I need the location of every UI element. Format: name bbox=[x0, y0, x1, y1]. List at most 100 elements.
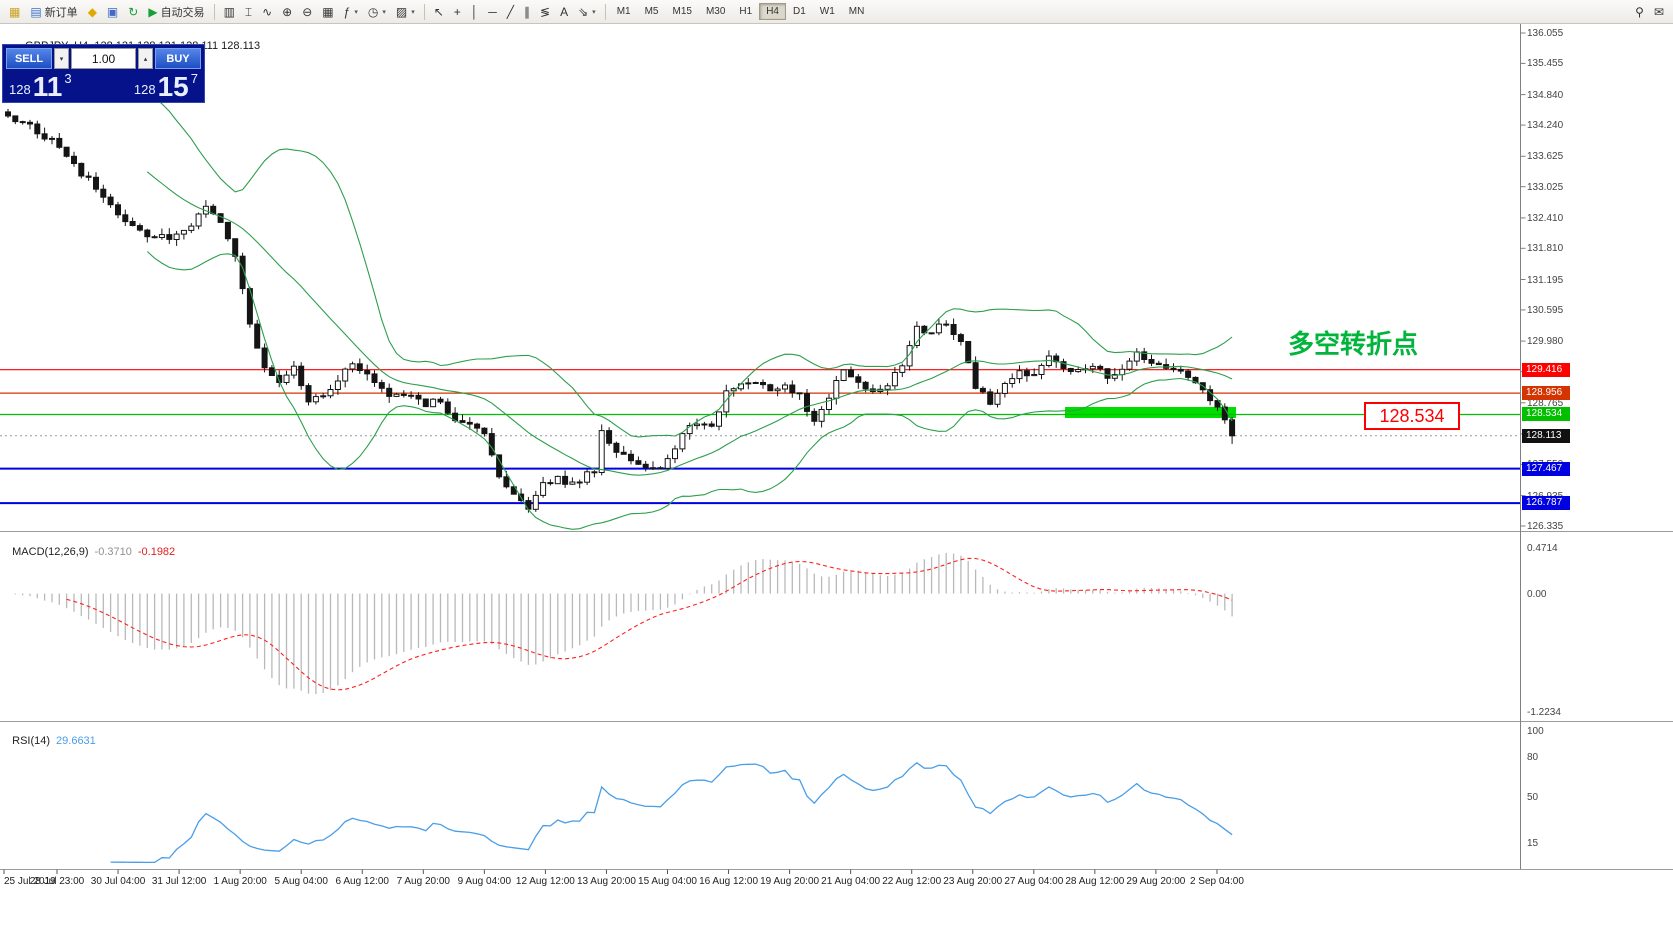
templates-icon[interactable]: ▨ ▾ bbox=[395, 4, 415, 19]
sell-price-sup: 3 bbox=[64, 71, 72, 86]
refresh-icon[interactable]: ↻ bbox=[128, 4, 139, 19]
zoom-out-icon[interactable]: ⊖ bbox=[302, 4, 313, 19]
macd-scale-label: -1.2234 bbox=[1527, 707, 1561, 718]
timeframe-button-w1[interactable]: W1 bbox=[819, 6, 835, 17]
rsi-name: RSI(14) bbox=[12, 735, 51, 747]
time-axis-label: 12 Aug 12:00 bbox=[515, 876, 575, 887]
horizontal-line-icon[interactable]: ─ bbox=[488, 4, 497, 19]
price-scale-label: 134.840 bbox=[1527, 89, 1564, 101]
candles-layer bbox=[5, 108, 1236, 513]
price-scale-label: 126.335 bbox=[1527, 521, 1564, 532]
macd-main-value: -0.3710 bbox=[94, 546, 132, 558]
timeframe-button-mn[interactable]: MN bbox=[848, 6, 865, 17]
trendline-icon[interactable]: ╱ bbox=[506, 4, 515, 19]
indicators-icon[interactable]: ƒ ▾ bbox=[343, 4, 358, 19]
price-scale-label: 131.195 bbox=[1527, 274, 1564, 286]
macd-name: MACD(12,26,9) bbox=[12, 546, 89, 558]
time-axis-label: 13 Aug 20:00 bbox=[576, 876, 636, 887]
price-scale-label: 128.765 bbox=[1527, 397, 1564, 409]
line-chart-icon[interactable]: ∿ bbox=[262, 4, 273, 19]
lot-decrease-button[interactable]: ▾ bbox=[54, 48, 69, 69]
macd-scale-label: 0.00 bbox=[1527, 588, 1547, 600]
timeframe-button-m5[interactable]: M5 bbox=[644, 6, 659, 17]
time-axis-label: 7 Aug 20:00 bbox=[396, 876, 450, 887]
arrow-tool-icon[interactable]: ⇘ ▾ bbox=[578, 4, 596, 19]
candlestick-chart-icon[interactable]: ⌶ bbox=[244, 4, 253, 19]
price-scale-label: 136.055 bbox=[1527, 28, 1564, 39]
text-label-icon[interactable]: A bbox=[560, 4, 569, 19]
price-marker: 129.416 bbox=[1522, 362, 1570, 377]
price-scale-label: 135.455 bbox=[1527, 58, 1564, 70]
new-order-button[interactable]: ▤ 新订单 bbox=[30, 4, 78, 19]
favorites-icon[interactable]: ◆ bbox=[87, 4, 97, 19]
objects-layer[interactable] bbox=[1065, 407, 1236, 418]
sell-price-big: 11 bbox=[32, 70, 63, 102]
time-axis-label: 16 Aug 12:00 bbox=[699, 876, 759, 887]
timeframe-button-m30[interactable]: M30 bbox=[705, 6, 726, 17]
timeframe-button-h1[interactable]: H1 bbox=[739, 6, 753, 17]
zoom-in-icon[interactable]: ⊕ bbox=[282, 4, 293, 19]
chart-annotation[interactable]: 多空转折点 bbox=[1288, 329, 1419, 359]
timeframe-button-m1[interactable]: M1 bbox=[616, 6, 631, 17]
buy-price-big: 15 bbox=[157, 70, 189, 102]
price-callout[interactable]: 128.534 bbox=[1364, 402, 1460, 430]
time-axis-label: 21 Aug 04:00 bbox=[821, 876, 881, 887]
toolbar: ▦ ▤ 新订单 ◆ ▣ ↻ ▶ 自动交易 ▥ ⌶ ∿ ⊕ ⊖ ▦ ƒ ▾ ◷ ▾ ▨ ▾ ↖ + │ ─ ╱ ∥ ≶ A ⇘ ▾ M1 M5 M… bbox=[0, 0, 1673, 24]
price-scale-label: 134.240 bbox=[1527, 120, 1564, 132]
bar-chart-icon[interactable]: ▥ bbox=[223, 4, 235, 19]
crosshair-icon[interactable]: + bbox=[453, 4, 461, 19]
macd-indicator-label: MACD(12,26,9) -0.3710 -0.1982 bbox=[6, 534, 175, 558]
fibonacci-icon[interactable]: ≶ bbox=[540, 4, 551, 19]
buy-price-prefix: 128 bbox=[133, 82, 156, 97]
price-scale-label: 130.595 bbox=[1527, 304, 1564, 316]
time-axis-label: 23 Aug 20:00 bbox=[943, 876, 1003, 887]
time-axis-label: 6 Aug 12:00 bbox=[335, 876, 389, 887]
lot-size-input[interactable] bbox=[71, 48, 136, 69]
macd-scale-label: 0.4714 bbox=[1527, 543, 1558, 554]
autotrading-button[interactable]: ▶ 自动交易 bbox=[148, 4, 205, 19]
vertical-line-icon[interactable]: │ bbox=[470, 4, 479, 19]
toolbar-separator bbox=[604, 3, 606, 20]
price-marker: 128.113 bbox=[1522, 428, 1570, 443]
cursor-icon[interactable]: ↖ bbox=[433, 4, 444, 19]
chat-icon[interactable]: ✉ bbox=[1653, 4, 1664, 19]
rsi-scale-label: 100 bbox=[1527, 726, 1544, 737]
buy-price-sup: 7 bbox=[190, 71, 198, 86]
app-logo-icon: ▦ bbox=[9, 4, 21, 19]
panel-separators[interactable] bbox=[0, 24, 1673, 874]
price-scale-label: 129.980 bbox=[1527, 336, 1564, 348]
time-axis[interactable]: 25 Jul 2019 28 Jul 23:00 30 Jul 04:00 31 Ju… bbox=[0, 869, 1673, 891]
periods-icon[interactable]: ◷ ▾ bbox=[367, 4, 386, 19]
chart-window-icon[interactable]: ▣ bbox=[106, 4, 119, 19]
lot-increase-button[interactable]: ▴ bbox=[138, 48, 153, 69]
time-axis-label: 28 Aug 12:00 bbox=[1065, 876, 1125, 887]
buy-button[interactable]: BUY bbox=[155, 48, 201, 69]
channel-icon[interactable]: ∥ bbox=[524, 4, 531, 19]
price-scale[interactable]: 136.055 135.455 134.840 134.240 133.625 133.0… bbox=[1521, 24, 1673, 890]
price-marker: 126.787 bbox=[1522, 496, 1570, 511]
price-scale-label: 132.410 bbox=[1527, 212, 1564, 224]
timeframe-button-m15[interactable]: M15 bbox=[672, 6, 692, 17]
time-axis-label: 5 Aug 04:00 bbox=[274, 876, 328, 887]
sell-price-prefix: 128 bbox=[9, 82, 31, 97]
search-icon[interactable]: ⚲ bbox=[1635, 4, 1644, 19]
macd-signal-value: -0.1982 bbox=[137, 546, 176, 558]
sell-price: 128 11 3 bbox=[9, 70, 72, 102]
buy-price: 128 15 7 bbox=[133, 70, 198, 102]
hlines-layer[interactable] bbox=[0, 369, 1520, 505]
timeframe-button-d1[interactable]: D1 bbox=[793, 6, 806, 17]
rsi-scale-label: 80 bbox=[1527, 752, 1539, 764]
bollinger-bands bbox=[146, 91, 1233, 530]
time-axis-label: 19 Aug 20:00 bbox=[760, 876, 820, 887]
time-axis-label: 27 Aug 04:00 bbox=[1004, 876, 1064, 887]
price-marker: 128.534 bbox=[1522, 407, 1570, 422]
sell-button[interactable]: SELL bbox=[6, 48, 52, 69]
price-scale-label: 133.025 bbox=[1527, 181, 1564, 193]
time-axis-label: 2 Sep 04:00 bbox=[1189, 876, 1244, 887]
rsi-scale-label: 50 bbox=[1527, 792, 1539, 803]
time-axis-label: 1 Aug 20:00 bbox=[213, 876, 267, 887]
tile-windows-icon[interactable]: ▦ bbox=[322, 4, 334, 19]
timeframe-button-h4[interactable]: H4 bbox=[759, 3, 786, 20]
time-axis-label: 15 Aug 04:00 bbox=[638, 876, 697, 887]
